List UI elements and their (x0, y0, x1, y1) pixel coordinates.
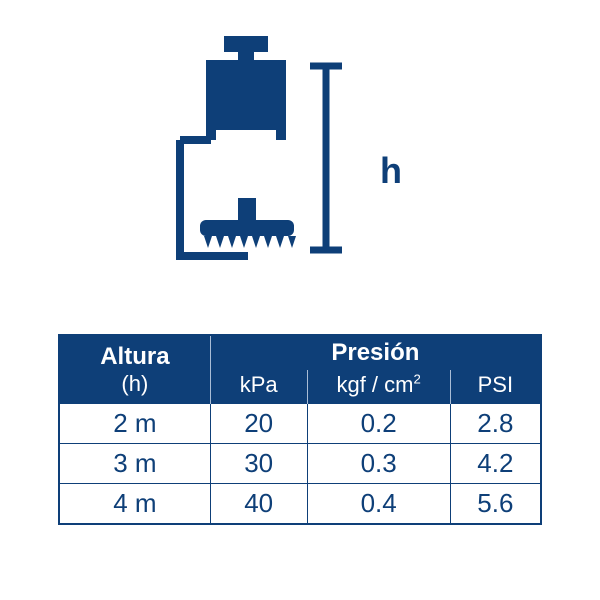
table-body: 2 m 20 0.2 2.8 3 m 30 0.3 4.2 4 m 40 0.4… (59, 404, 541, 525)
table-row: 4 m 40 0.4 5.6 (59, 484, 541, 525)
header-presion: Presión (210, 335, 541, 370)
cell-altura: 3 m (59, 444, 210, 484)
cell-psi: 5.6 (450, 484, 541, 525)
cell-kgf: 0.2 (307, 404, 450, 444)
cell-kgf: 0.4 (307, 484, 450, 525)
header-kpa: kPa (210, 370, 307, 404)
table-row: 2 m 20 0.2 2.8 (59, 404, 541, 444)
diagram-area: h (0, 0, 600, 300)
cell-altura: 2 m (59, 404, 210, 444)
pressure-data-table: Altura (h) Presión kPa kgf / cm2 PSI 2 m… (58, 334, 542, 525)
header-altura-sub: (h) (64, 371, 206, 396)
cell-kpa: 30 (210, 444, 307, 484)
cell-kpa: 40 (210, 484, 307, 525)
cell-altura: 4 m (59, 484, 210, 525)
header-kgf: kgf / cm2 (307, 370, 450, 404)
header-altura-title: Altura (100, 343, 169, 370)
header-psi: PSI (450, 370, 541, 404)
cell-psi: 4.2 (450, 444, 541, 484)
tank-shower-diagram-icon (140, 30, 400, 290)
cell-kgf: 0.3 (307, 444, 450, 484)
table-row: 3 m 30 0.3 4.2 (59, 444, 541, 484)
height-label: h (380, 150, 402, 192)
pressure-table: Altura (h) Presión kPa kgf / cm2 PSI 2 m… (58, 334, 542, 525)
header-kgf-text: kgf / cm2 (336, 372, 420, 397)
header-altura: Altura (h) (59, 335, 210, 404)
cell-kpa: 20 (210, 404, 307, 444)
table-header: Altura (h) Presión kPa kgf / cm2 PSI (59, 335, 541, 404)
cell-psi: 2.8 (450, 404, 541, 444)
